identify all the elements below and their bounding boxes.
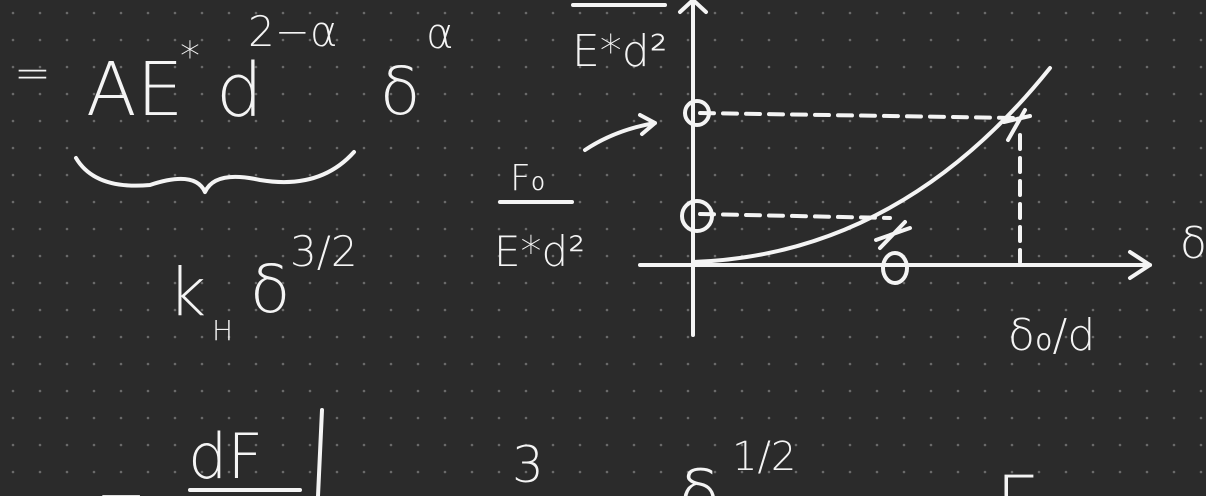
x-arrow: [1128, 250, 1152, 280]
brace-variable: δ: [250, 251, 290, 328]
coefficient: AE: [86, 47, 183, 133]
brace-subscript: H: [212, 314, 233, 347]
marker: [680, 199, 714, 233]
y-axis-label: E*d²: [572, 26, 667, 77]
variable: δ: [380, 53, 420, 130]
pointer-arrow: [583, 113, 657, 152]
denominator: E*d²: [494, 227, 585, 276]
y-arrow: [678, 0, 708, 14]
exponent: 2−α: [248, 7, 338, 56]
marker: [881, 251, 909, 285]
marker: [683, 99, 711, 127]
brace-exponent: 3/2: [290, 227, 358, 276]
dashed-line: [698, 212, 892, 220]
tick: [1002, 108, 1032, 142]
numerator: F₀: [510, 158, 545, 199]
equals: =: [14, 48, 51, 99]
x-axis-label: δ: [1180, 218, 1206, 269]
evaluation-bar: [316, 408, 324, 496]
right-term: E: [996, 461, 1040, 496]
equals: =: [96, 465, 146, 496]
numerator: dF: [188, 420, 263, 493]
star: *: [180, 34, 200, 80]
tick: [874, 220, 912, 250]
base: d: [216, 48, 263, 134]
variable-exponent: 1/2: [732, 434, 796, 480]
x-marker-label: δ₀/d: [1008, 310, 1095, 361]
variable: δ: [678, 455, 721, 496]
dashed-line: [698, 111, 1017, 120]
curve: [691, 66, 1052, 264]
brace: [74, 150, 356, 194]
brace-coefficient: k: [168, 254, 206, 331]
coefficient: 3: [512, 436, 544, 494]
variable-exponent: α: [426, 9, 454, 58]
